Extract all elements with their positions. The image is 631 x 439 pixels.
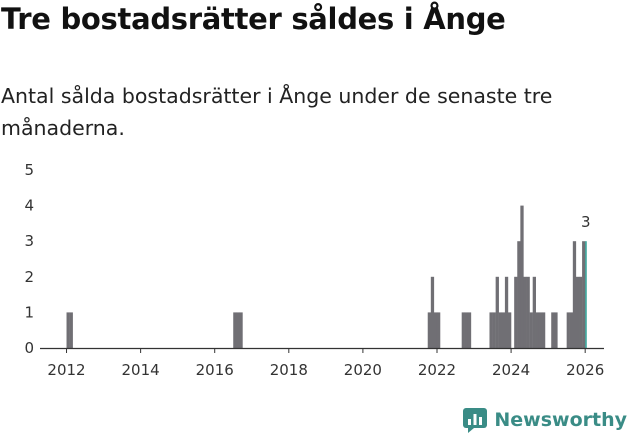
y-tick-label: 2 <box>24 268 34 286</box>
bar <box>520 205 524 348</box>
bar <box>436 312 441 348</box>
bar <box>551 312 555 348</box>
bar <box>427 312 432 348</box>
x-tick-label: 2014 <box>122 361 160 379</box>
bar <box>501 312 506 348</box>
x-tick-label: 2016 <box>196 361 234 379</box>
bar <box>239 312 243 348</box>
y-tick-label: 3 <box>24 232 34 250</box>
bar <box>504 276 509 348</box>
bar <box>523 276 527 348</box>
bar <box>541 312 546 348</box>
bar <box>538 312 543 348</box>
x-tick-label: 2012 <box>47 361 85 379</box>
y-tick-label: 4 <box>24 197 34 215</box>
bar <box>69 312 73 348</box>
bar <box>572 241 577 348</box>
x-tick-label: 2018 <box>270 361 308 379</box>
y-tick-label: 0 <box>24 339 34 357</box>
bar <box>579 276 583 348</box>
bar <box>508 312 512 348</box>
y-axis-ticks: 0 1 2 3 4 5 <box>24 161 34 357</box>
y-tick-label: 1 <box>24 303 34 321</box>
bar <box>236 312 240 348</box>
bar <box>517 241 521 348</box>
x-tick-label: 2026 <box>566 361 604 379</box>
bar <box>526 276 530 348</box>
bar <box>514 276 518 348</box>
chart-title: Tre bostadsrätter såldes i Ånge <box>1 2 506 36</box>
bar <box>532 276 536 348</box>
bar <box>489 312 493 348</box>
brand-logo: Newsworthy <box>462 407 627 433</box>
bar <box>498 312 503 348</box>
bar <box>433 312 438 348</box>
x-tick-label: 2020 <box>344 361 382 379</box>
x-axis-ticks: 2012 2014 2016 2018 2020 2022 2024 2026 <box>47 348 604 379</box>
bar <box>461 312 465 348</box>
bar <box>467 312 472 348</box>
y-tick-label: 5 <box>24 161 34 179</box>
bar <box>430 276 435 348</box>
chart-subtitle: Antal sålda bostadsrätter i Ånge under d… <box>1 84 553 140</box>
bar <box>582 241 586 348</box>
bar <box>492 312 496 348</box>
bar <box>554 312 558 348</box>
bar-highlighted <box>585 241 587 348</box>
bar <box>529 312 533 348</box>
bar <box>495 276 499 348</box>
bar <box>575 276 580 348</box>
x-tick-label: 2022 <box>418 361 456 379</box>
bar <box>233 312 237 348</box>
newsworthy-logo-icon <box>463 408 488 433</box>
bar <box>569 312 574 348</box>
brand-name: Newsworthy <box>494 409 627 431</box>
x-tick-label: 2024 <box>492 361 530 379</box>
bar <box>535 312 540 348</box>
bar-series <box>66 205 587 348</box>
bar <box>66 312 70 348</box>
bar <box>464 312 469 348</box>
highlight-value-label: 3 <box>581 213 591 231</box>
bar <box>566 312 570 348</box>
